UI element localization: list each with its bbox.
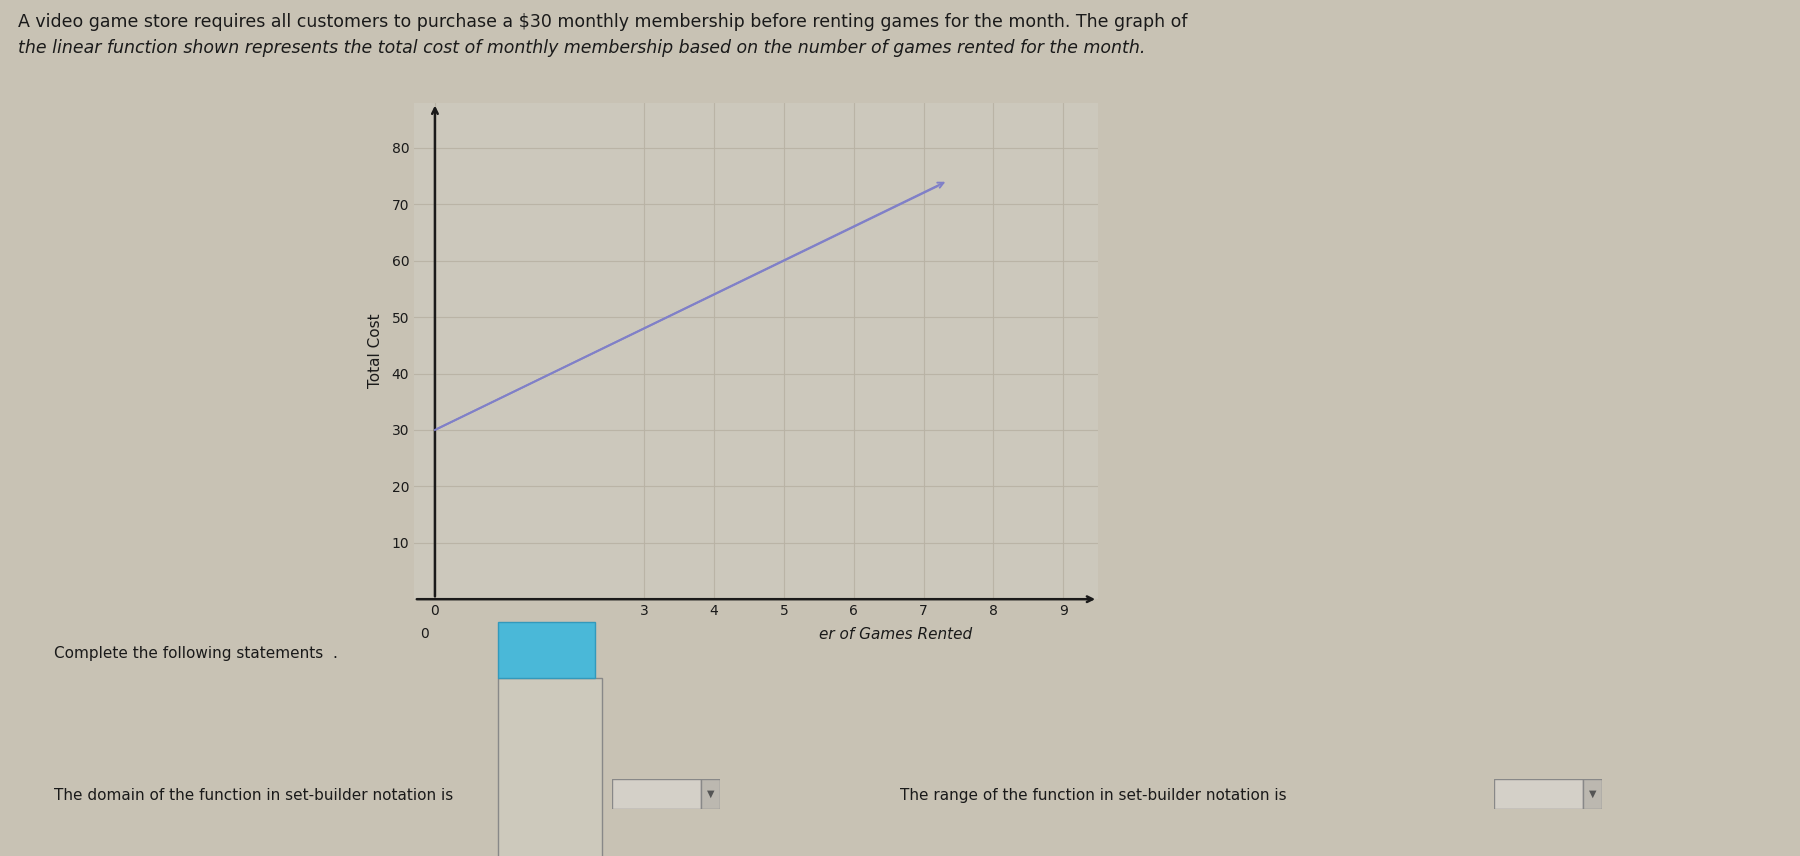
Bar xyxy=(499,678,603,856)
Bar xyxy=(700,779,720,809)
Text: 0: 0 xyxy=(419,627,428,641)
Text: x≥0: x≥0 xyxy=(536,819,565,833)
Bar xyxy=(612,779,700,809)
Text: x≤30: x≤30 xyxy=(531,758,569,771)
Bar xyxy=(499,621,596,678)
Bar xyxy=(1582,779,1602,809)
Text: ▼: ▼ xyxy=(1589,789,1597,799)
Bar xyxy=(1494,779,1582,809)
Text: ▼: ▼ xyxy=(707,789,715,799)
Y-axis label: Total Cost: Total Cost xyxy=(369,313,383,389)
Text: x≤0: x≤0 xyxy=(536,701,565,715)
Text: Complete the following statements  .: Complete the following statements . xyxy=(54,646,338,662)
Text: A video game store requires all customers to purchase a $30 monthly membership b: A video game store requires all customer… xyxy=(18,13,1188,31)
Text: the linear function shown represents the total cost of monthly membership based : the linear function shown represents the… xyxy=(18,39,1145,56)
Text: The domain of the function in set-builder notation is: The domain of the function in set-builde… xyxy=(54,788,454,803)
Text: The range of the function in set-builder notation is: The range of the function in set-builder… xyxy=(900,788,1287,803)
Text: x≤0: x≤0 xyxy=(526,627,554,641)
Text: er of Games Rented: er of Games Rented xyxy=(819,627,972,642)
